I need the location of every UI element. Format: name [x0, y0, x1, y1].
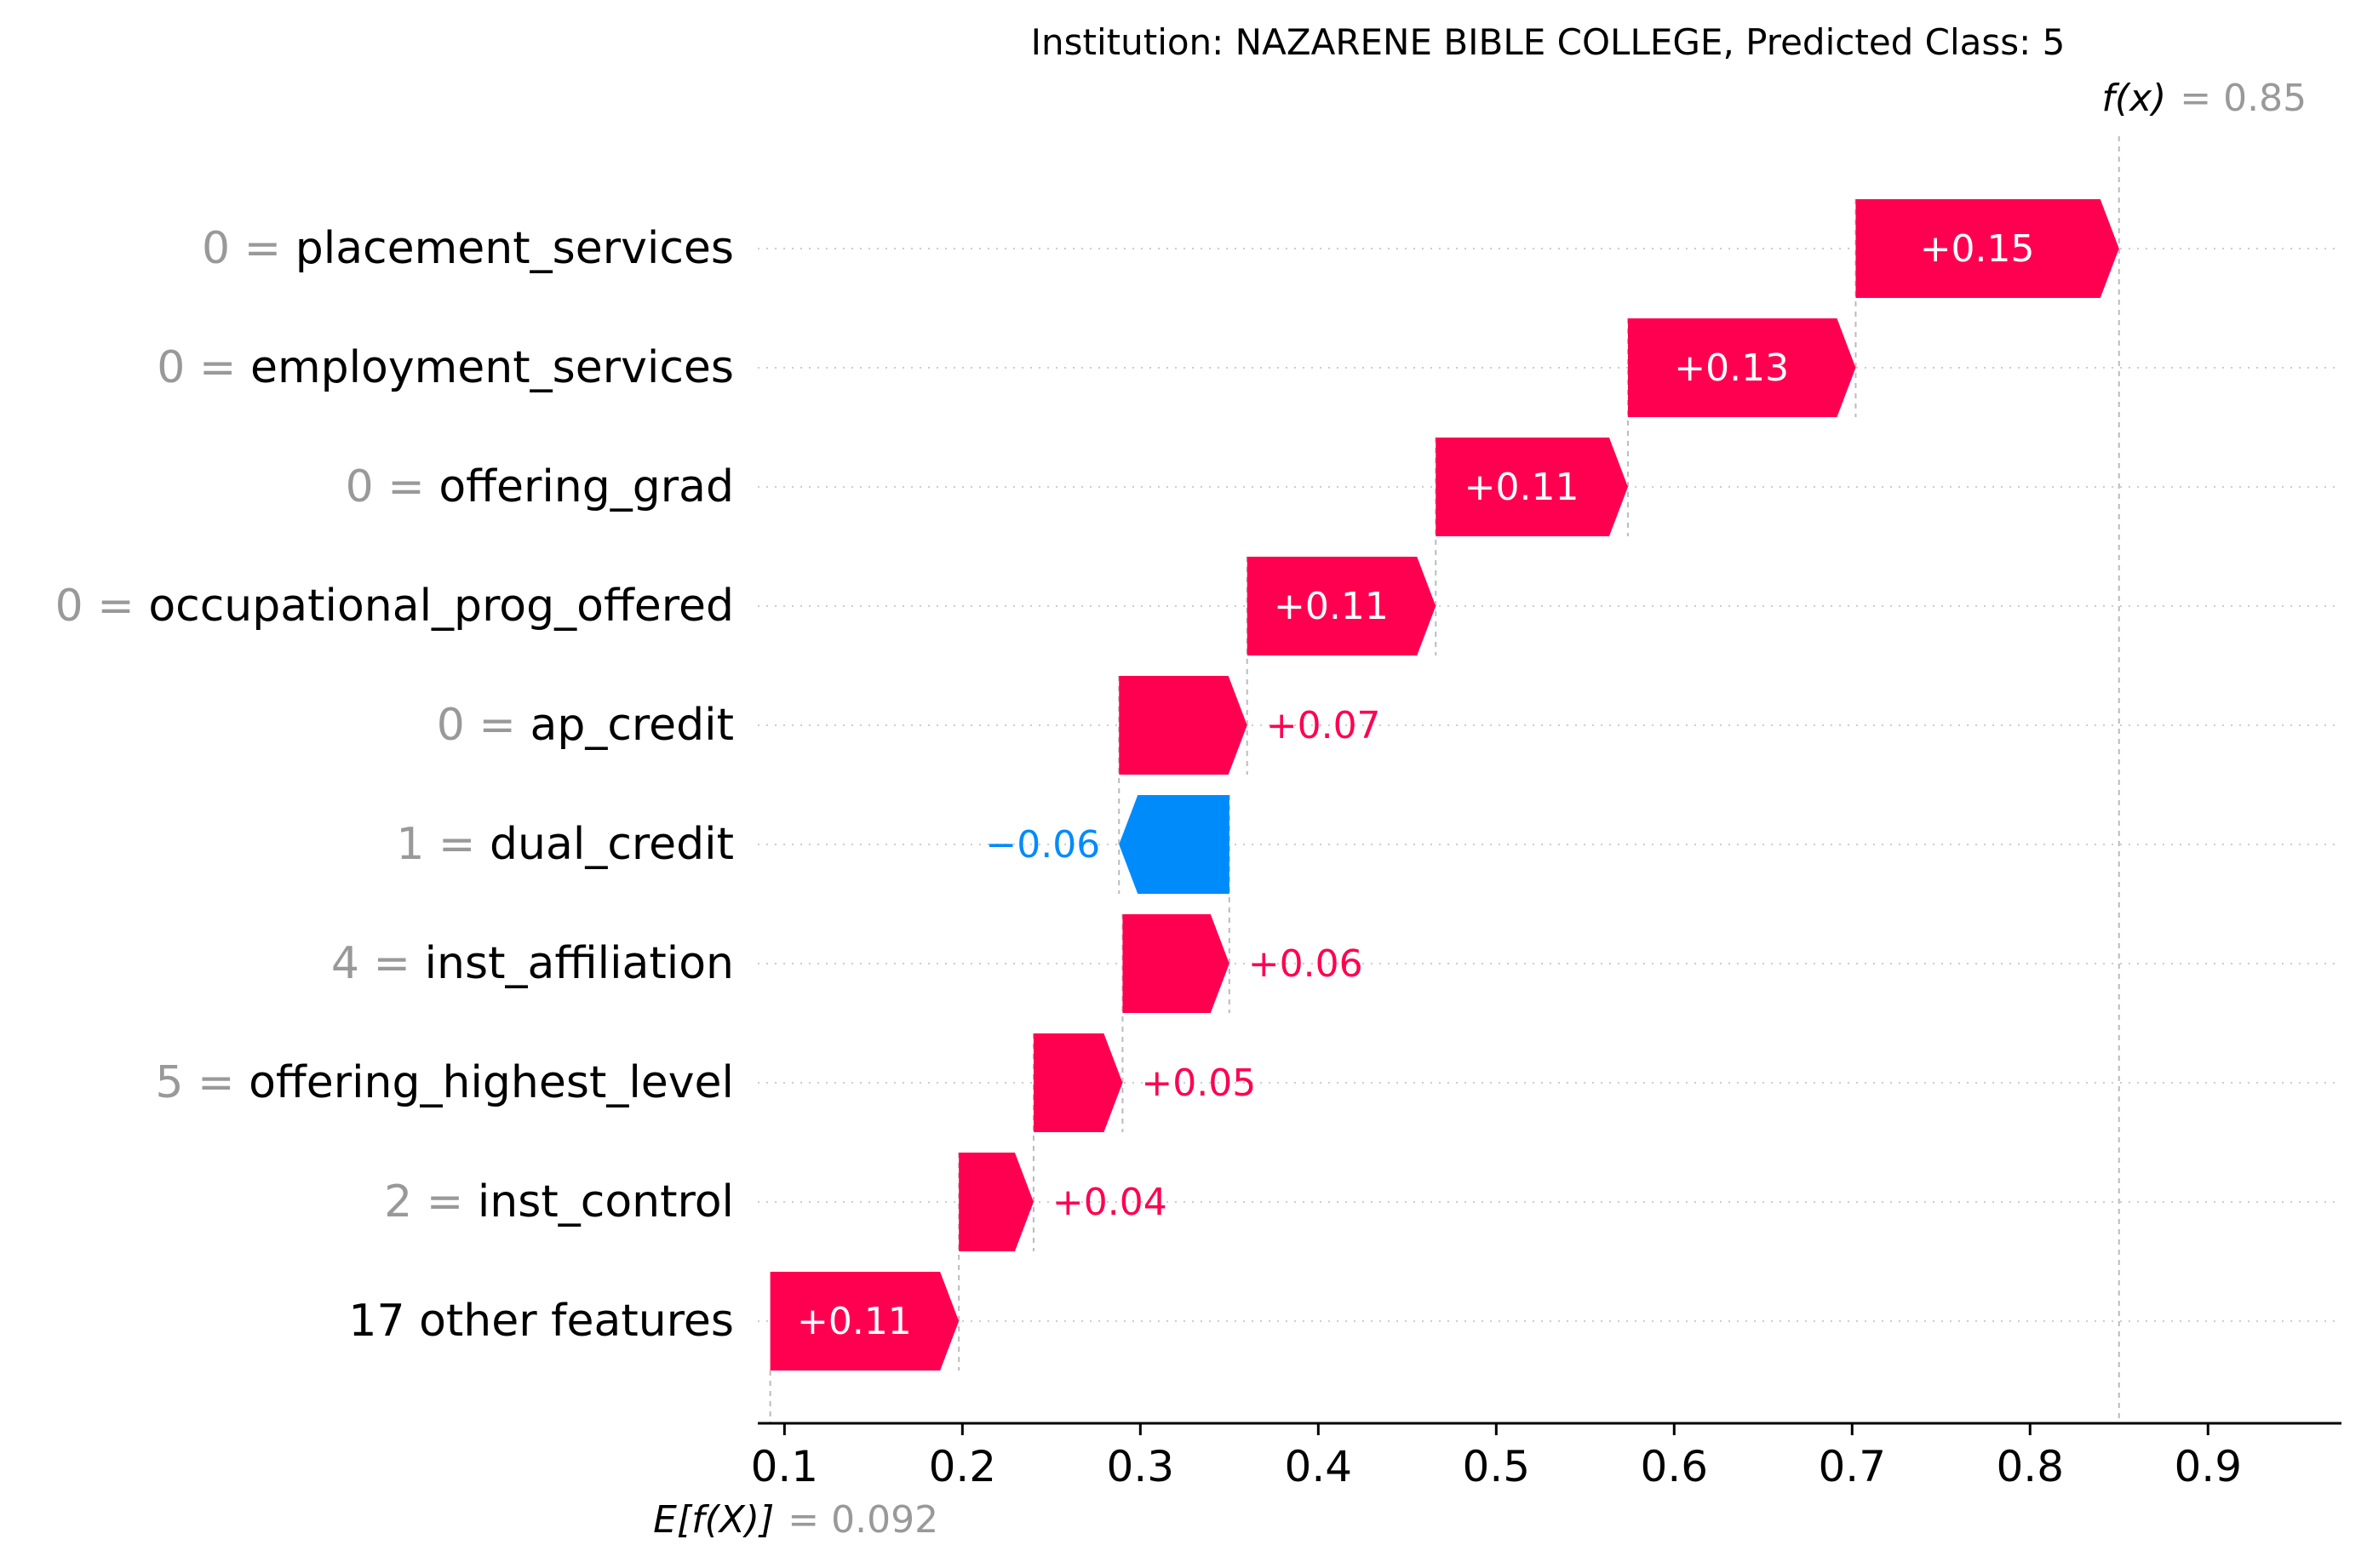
feature-label: 0 = offering_grad: [346, 461, 734, 512]
feature-value: 5: [155, 1057, 183, 1108]
x-tick-label: 0.1: [751, 1442, 819, 1491]
feature-equals: =: [424, 819, 490, 870]
contribution-label: +0.11: [1274, 585, 1389, 628]
x-tick-label: 0.7: [1819, 1442, 1887, 1491]
chart-title: Institution: NAZARENE BIBLE COLLEGE, Pre…: [1031, 21, 2066, 63]
feature-name: ap_credit: [530, 700, 734, 751]
contribution-label: +0.11: [1464, 466, 1579, 509]
contribution-label: −0.06: [985, 823, 1100, 867]
feature-label: 0 = ap_credit: [437, 700, 734, 751]
feature-name: occupational_prog_offered: [148, 581, 734, 632]
contribution-bar: [1855, 199, 2119, 298]
feature-name: 17 other features: [348, 1296, 734, 1347]
x-tick-label: 0.8: [1997, 1442, 2065, 1491]
feature-equals: =: [83, 581, 149, 632]
base-value-expr: E[f(X)]: [653, 1498, 774, 1542]
contribution-label: +0.13: [1674, 346, 1789, 390]
feature-value: 4: [331, 938, 359, 989]
feature-equals: =: [230, 223, 295, 274]
annotations: E[f(X)] = 0.092 f(x) = 0.85: [653, 77, 2307, 1542]
feature-name: employment_services: [250, 342, 734, 393]
x-tick-label: 0.5: [1463, 1442, 1531, 1491]
feature-label: 0 = placement_services: [202, 223, 734, 274]
x-tick-label: 0.4: [1285, 1442, 1353, 1491]
feature-equals: =: [185, 342, 250, 393]
feature-label: 17 other features: [348, 1296, 734, 1347]
feature-value: 0: [202, 223, 230, 274]
contribution-bars: [770, 199, 2119, 1371]
feature-label: 2 = inst_control: [384, 1176, 734, 1228]
contribution-bar: [959, 1153, 1034, 1251]
feature-name: offering_grad: [438, 461, 734, 512]
feature-label: 0 = employment_services: [157, 342, 734, 393]
feature-value: 0: [157, 342, 185, 393]
x-tick-label: 0.9: [2174, 1442, 2242, 1491]
feature-name: dual_credit: [490, 819, 734, 870]
feature-label: 0 = occupational_prog_offered: [55, 581, 734, 632]
contribution-bar: [1436, 438, 1628, 536]
feature-label: 5 = offering_highest_level: [155, 1057, 734, 1108]
feature-label: 1 = dual_credit: [396, 819, 734, 870]
x-tick-label: 0.2: [929, 1442, 997, 1491]
feature-value: 2: [384, 1176, 412, 1228]
feature-name: inst_control: [478, 1176, 734, 1228]
contribution-label: +0.07: [1266, 704, 1381, 747]
output-value-expr: f(x): [2101, 77, 2166, 120]
feature-equals: =: [183, 1057, 249, 1108]
feature-equals: =: [359, 938, 425, 989]
x-axis: 0.1 0.2 0.3 0.4 0.5 0.6 0.7 0.8 0.9: [751, 1422, 2341, 1491]
contribution-bar: [1119, 795, 1229, 894]
contribution-bar: [1122, 914, 1229, 1013]
contribution-bar: [1119, 676, 1247, 775]
contribution-label: +0.15: [1920, 227, 2035, 271]
base-value-text: = 0.092: [788, 1498, 938, 1542]
connector-guides: [769, 136, 2120, 1423]
output-value-annotation: f(x) = 0.85: [2101, 77, 2307, 120]
row-gridlines: [758, 248, 2341, 1322]
feature-value: 1: [396, 819, 424, 870]
contribution-labels: +0.15 +0.13 +0.11 +0.11 +0.07 −0.06 +0.06 +0.05…: [797, 227, 2035, 1343]
contribution-label: +0.11: [797, 1300, 912, 1343]
contribution-bar: [770, 1272, 960, 1371]
feature-name: placement_services: [295, 223, 734, 274]
feature-label: 4 = inst_affiliation: [331, 938, 734, 989]
output-value-text: = 0.85: [2180, 77, 2307, 120]
contribution-label: +0.05: [1141, 1062, 1256, 1105]
contribution-bar: [1247, 557, 1436, 655]
feature-value: 0: [437, 700, 465, 751]
contribution-bar: [1033, 1033, 1123, 1132]
feature-value: 0: [346, 461, 374, 512]
feature-value: 0: [55, 581, 83, 632]
feature-name: inst_affiliation: [425, 938, 734, 989]
contribution-label: +0.06: [1248, 942, 1363, 986]
feature-equals: =: [374, 461, 439, 512]
feature-name: offering_highest_level: [249, 1057, 734, 1108]
feature-equals: =: [412, 1176, 478, 1228]
contribution-bar: [1627, 318, 1856, 417]
base-value-annotation: E[f(X)] = 0.092: [653, 1498, 938, 1542]
x-tick-label: 0.6: [1641, 1442, 1709, 1491]
feature-equals: =: [465, 700, 530, 751]
contribution-label: +0.04: [1052, 1181, 1167, 1224]
x-tick-label: 0.3: [1107, 1442, 1175, 1491]
